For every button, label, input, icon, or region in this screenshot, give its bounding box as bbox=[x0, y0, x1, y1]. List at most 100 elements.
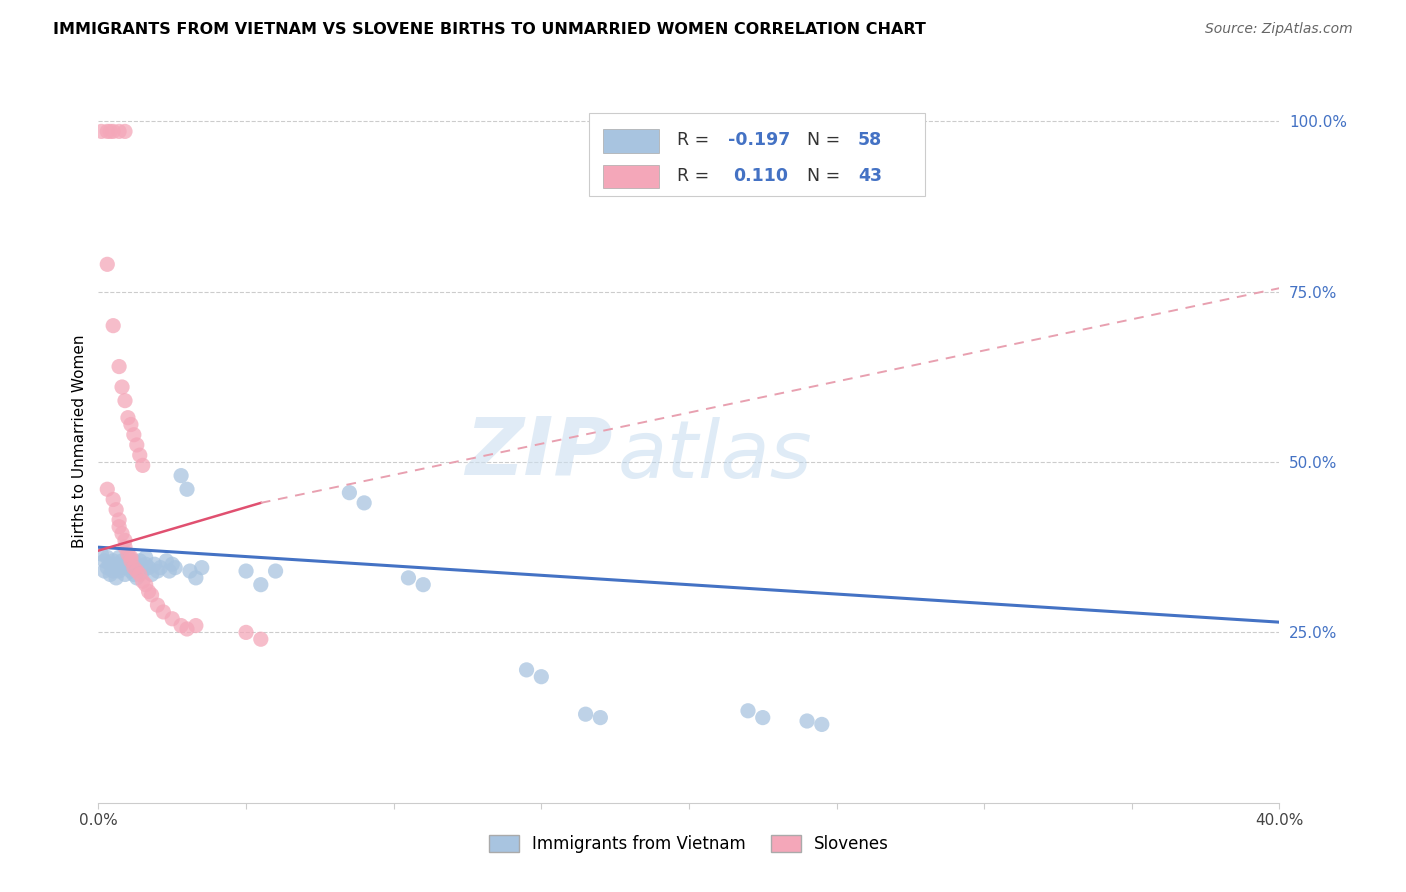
Point bbox=[103, 492, 125, 507]
FancyBboxPatch shape bbox=[603, 129, 659, 153]
Text: -0.197: -0.197 bbox=[728, 131, 790, 149]
Point bbox=[108, 513, 131, 527]
Point bbox=[111, 560, 134, 574]
Point bbox=[176, 482, 198, 496]
Point bbox=[737, 704, 759, 718]
Point bbox=[184, 618, 207, 632]
Point bbox=[93, 564, 115, 578]
Point bbox=[141, 588, 163, 602]
Point bbox=[122, 560, 145, 574]
Point bbox=[114, 393, 136, 408]
Text: 43: 43 bbox=[858, 167, 882, 185]
Point bbox=[575, 707, 598, 722]
Point bbox=[170, 468, 193, 483]
Point bbox=[96, 257, 118, 271]
Point bbox=[191, 560, 214, 574]
Point bbox=[108, 550, 131, 565]
Point bbox=[98, 124, 121, 138]
Point bbox=[184, 571, 207, 585]
Legend: Immigrants from Vietnam, Slovenes: Immigrants from Vietnam, Slovenes bbox=[482, 828, 896, 860]
Point bbox=[98, 558, 121, 572]
Point bbox=[157, 564, 180, 578]
Point bbox=[105, 571, 128, 585]
Point bbox=[120, 558, 142, 572]
Point bbox=[108, 520, 131, 534]
Point bbox=[135, 558, 157, 572]
Point bbox=[105, 558, 128, 572]
Point bbox=[152, 605, 174, 619]
Point bbox=[516, 663, 538, 677]
Point bbox=[125, 438, 148, 452]
Point bbox=[103, 554, 125, 568]
Point bbox=[114, 567, 136, 582]
Point bbox=[125, 571, 148, 585]
Point bbox=[128, 567, 150, 582]
Point bbox=[810, 717, 832, 731]
Text: R =: R = bbox=[678, 167, 714, 185]
Point bbox=[117, 547, 139, 561]
Point bbox=[796, 714, 818, 728]
Point bbox=[111, 526, 134, 541]
Point bbox=[96, 550, 118, 565]
Point bbox=[120, 554, 142, 568]
Point bbox=[90, 547, 112, 561]
Point bbox=[530, 670, 553, 684]
Point bbox=[176, 622, 198, 636]
Point bbox=[93, 554, 115, 568]
Point bbox=[135, 550, 157, 565]
Point bbox=[264, 564, 287, 578]
Point bbox=[398, 571, 420, 585]
Point bbox=[162, 612, 183, 626]
Point bbox=[125, 564, 148, 578]
Y-axis label: Births to Unmarried Women: Births to Unmarried Women bbox=[72, 334, 87, 549]
Point bbox=[179, 564, 201, 578]
Point bbox=[125, 560, 148, 574]
Point bbox=[250, 577, 273, 591]
Point bbox=[108, 124, 131, 138]
Point bbox=[353, 496, 375, 510]
Point bbox=[128, 448, 150, 462]
Point bbox=[103, 564, 125, 578]
Point bbox=[752, 710, 775, 724]
Point bbox=[135, 577, 157, 591]
Point bbox=[103, 318, 125, 333]
Point bbox=[235, 564, 257, 578]
Point bbox=[96, 560, 118, 574]
Point bbox=[111, 554, 134, 568]
Text: ZIP: ZIP bbox=[465, 413, 612, 491]
Point bbox=[132, 564, 155, 578]
Point bbox=[146, 564, 169, 578]
Point bbox=[117, 560, 139, 574]
Text: Source: ZipAtlas.com: Source: ZipAtlas.com bbox=[1205, 22, 1353, 37]
Point bbox=[165, 560, 187, 574]
Point bbox=[250, 632, 273, 647]
Point bbox=[143, 558, 166, 572]
Point bbox=[120, 417, 142, 432]
Point bbox=[339, 485, 361, 500]
Point bbox=[108, 564, 131, 578]
Point bbox=[132, 458, 155, 473]
Point bbox=[122, 427, 145, 442]
Text: 0.110: 0.110 bbox=[733, 167, 787, 185]
Text: N =: N = bbox=[807, 131, 846, 149]
Point bbox=[117, 550, 139, 565]
Point bbox=[138, 584, 160, 599]
Point bbox=[146, 598, 169, 612]
Point bbox=[132, 574, 155, 589]
Point bbox=[589, 710, 612, 724]
Point bbox=[120, 564, 142, 578]
Point bbox=[114, 533, 136, 548]
Point bbox=[128, 554, 150, 568]
Point bbox=[98, 567, 121, 582]
Point bbox=[114, 558, 136, 572]
Point bbox=[90, 124, 112, 138]
Point bbox=[108, 359, 131, 374]
Point bbox=[103, 124, 125, 138]
Point bbox=[96, 124, 118, 138]
Point bbox=[412, 577, 434, 591]
FancyBboxPatch shape bbox=[589, 112, 925, 196]
FancyBboxPatch shape bbox=[603, 165, 659, 188]
Text: R =: R = bbox=[678, 131, 714, 149]
Point bbox=[122, 554, 145, 568]
Point bbox=[162, 558, 183, 572]
